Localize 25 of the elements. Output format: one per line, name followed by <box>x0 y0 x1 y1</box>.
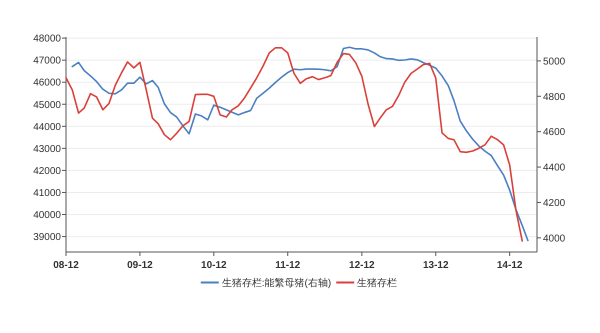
legend-label: 生猪存栏:能繁母猪(右轴) <box>222 277 332 289</box>
x-tick-label: 13-12 <box>422 260 449 271</box>
y-tick-label: 39000 <box>33 232 62 244</box>
y2-tick-label: 4000 <box>543 233 566 244</box>
x-tick-label: 10-12 <box>201 260 228 271</box>
y2-tick-label: 4200 <box>543 198 566 209</box>
y-tick-label: 46000 <box>33 78 62 89</box>
y2-tick-label: 5000 <box>543 56 566 68</box>
y-tick-label: 40000 <box>33 210 62 222</box>
legend-label: 生猪存栏 <box>357 277 398 289</box>
y-tick-label: 41000 <box>33 188 62 199</box>
y-tick-label: 44000 <box>33 122 62 133</box>
y2-tick-label: 4600 <box>543 127 566 138</box>
x-tick-label: 12-12 <box>349 260 376 271</box>
x-tick-label: 08-12 <box>53 260 80 271</box>
y2-tick-label: 4400 <box>543 162 566 174</box>
y-tick-label: 43000 <box>33 144 62 155</box>
x-tick-label: 11-12 <box>275 260 301 271</box>
y-tick-label: 48000 <box>33 34 62 45</box>
y-tick-label: 42000 <box>33 166 62 177</box>
x-tick-label: 09-12 <box>127 260 154 271</box>
y2-tick-label: 4800 <box>543 92 566 103</box>
y-tick-label: 45000 <box>33 100 62 111</box>
x-tick-label: 14-12 <box>496 260 523 271</box>
y-tick-label: 47000 <box>33 56 62 67</box>
